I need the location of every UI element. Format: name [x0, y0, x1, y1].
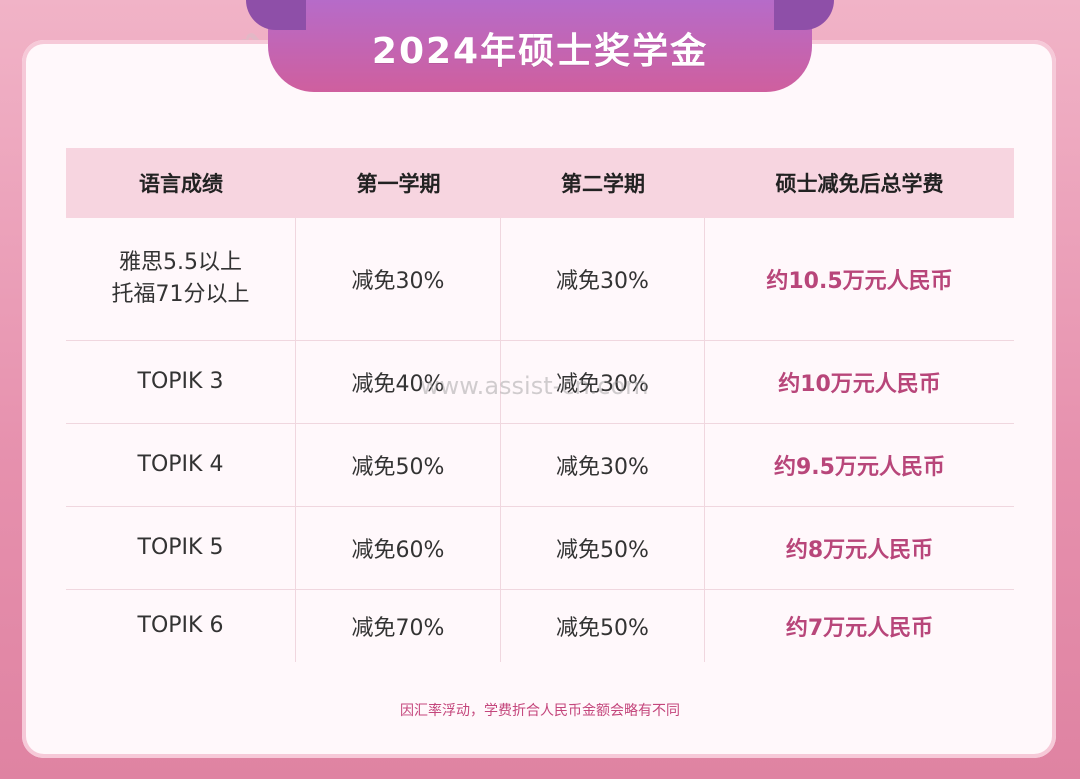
first-semester-cell: 减免60% [296, 507, 501, 589]
footnote: 因汇率浮动，学费折合人民币金额会略有不同 [400, 703, 680, 719]
first-semester-cell: 减免70% [296, 590, 501, 662]
header-first-semester: 第一学期 [356, 172, 441, 196]
second-semester-cell: 减免50% [501, 507, 705, 589]
second-semester-cell: 减免30% [501, 341, 705, 423]
first-semester-cell: 减免50% [296, 424, 501, 506]
second-semester-cell: 减免30% [501, 424, 705, 506]
total-tuition-cell: 约8万元人民币 [785, 538, 934, 563]
header-total-tuition: 硕士减免后总学费 [775, 172, 944, 196]
total-tuition-cell: 约9.5万元人民币 [774, 455, 945, 480]
language-score-line: 托福71分以上 [111, 282, 250, 307]
header-second-semester: 第二学期 [561, 172, 645, 196]
scholarship-table: 语言成绩 第一学期 第二学期 硕士减免后总学费 雅思5.5以上 托福71分以上 … [66, 148, 1014, 662]
language-score-cell: 雅思5.5以上 托福71分以上 [66, 218, 296, 340]
language-score-cell: TOPIK 6 [66, 590, 296, 662]
language-score-cell: TOPIK 5 [66, 507, 296, 589]
first-semester-cell: 减免30% [296, 218, 501, 340]
language-score-line: 雅思5.5以上 [119, 250, 242, 275]
table-row: TOPIK 4 减免50% 减免30% 约9.5万元人民币 [66, 424, 1014, 507]
watermark-center: www.assist-cn.com [420, 372, 649, 400]
language-score-line: TOPIK 5 [137, 535, 224, 560]
total-tuition-cell: 约10万元人民币 [778, 372, 941, 397]
total-tuition-cell: 约7万元人民币 [785, 616, 934, 641]
title-banner: 2024年硕士奖学金 [246, 0, 834, 92]
table-row: 雅思5.5以上 托福71分以上 减免30% 减免30% 约10.5万元人民币 [66, 218, 1014, 341]
second-semester-cell: 减免30% [501, 218, 705, 340]
language-score-line: TOPIK 3 [137, 369, 224, 394]
language-score-cell: TOPIK 4 [66, 424, 296, 506]
table-header: 语言成绩 第一学期 第二学期 硕士减免后总学费 [66, 148, 1014, 218]
total-tuition-cell: 约10.5万元人民币 [766, 269, 953, 294]
table-row: TOPIK 6 减免70% 减免50% 约7万元人民币 [66, 590, 1014, 662]
header-language-score: 语言成绩 [139, 172, 223, 196]
second-semester-cell: 减免50% [501, 590, 705, 662]
page-title: 2024年硕士奖学金 [371, 31, 709, 72]
language-score-cell: TOPIK 3 [66, 341, 296, 423]
language-score-line: TOPIK 4 [137, 452, 224, 477]
language-score-line: TOPIK 6 [137, 613, 224, 638]
table-row: TOPIK 3 减免40% 减免30% 约10万元人民币 [66, 341, 1014, 424]
table-row: TOPIK 5 减免60% 减免50% 约8万元人民币 [66, 507, 1014, 590]
first-semester-cell: 减免40% [296, 341, 501, 423]
